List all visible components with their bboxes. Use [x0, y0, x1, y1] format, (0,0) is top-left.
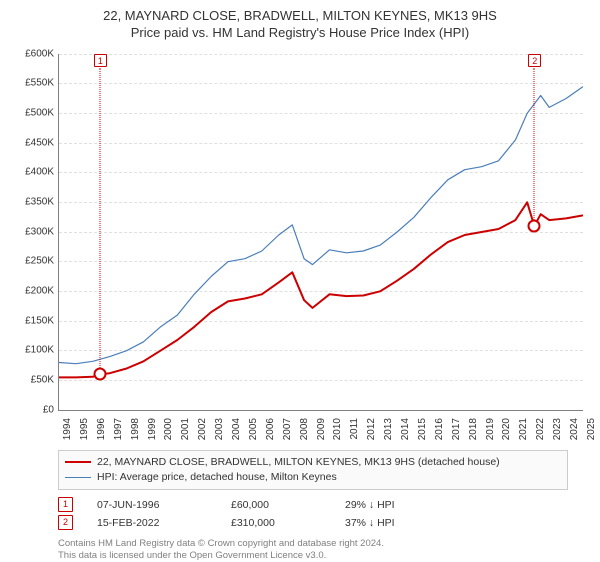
x-tick-label: 2020	[501, 418, 505, 446]
x-tick-label: 2014	[400, 418, 404, 446]
y-tick-label: £600K	[12, 48, 54, 59]
series-svg	[59, 54, 583, 410]
marker-box: 1	[94, 54, 107, 67]
marker-dot	[93, 368, 106, 381]
marker-line	[99, 68, 100, 374]
marker-row: 2 15-FEB-2022 £310,000 37% ↓ HPI	[58, 514, 568, 532]
x-tick-label: 2002	[197, 418, 201, 446]
x-tick-label: 2006	[265, 418, 269, 446]
page: 22, MAYNARD CLOSE, BRADWELL, MILTON KEYN…	[0, 0, 600, 560]
x-tick-label: 1995	[79, 418, 83, 446]
chart: 12 £0£50K£100K£150K£200K£250K£300K£350K£…	[12, 46, 588, 444]
x-tick-label: 1996	[96, 418, 100, 446]
y-tick-label: £450K	[12, 137, 54, 148]
marker-row-id: 2	[58, 515, 73, 530]
legend: 22, MAYNARD CLOSE, BRADWELL, MILTON KEYN…	[58, 450, 568, 490]
x-tick-label: 2021	[518, 418, 522, 446]
x-tick-label: 2015	[417, 418, 421, 446]
marker-row-date: 15-FEB-2022	[97, 517, 207, 529]
x-tick-label: 2004	[231, 418, 235, 446]
y-tick-label: £200K	[12, 286, 54, 297]
x-tick-label: 2025	[586, 418, 590, 446]
x-tick-label: 2009	[316, 418, 320, 446]
marker-table: 1 07-JUN-1996 £60,000 29% ↓ HPI 2 15-FEB-2022…	[58, 496, 568, 532]
x-tick-label: 2018	[468, 418, 472, 446]
x-tick-label: 2016	[434, 418, 438, 446]
legend-row: 22, MAYNARD CLOSE, BRADWELL, MILTON KEYN…	[65, 455, 561, 470]
y-tick-label: £250K	[12, 256, 54, 267]
y-tick-label: £0	[12, 404, 54, 415]
x-tick-label: 2007	[282, 418, 286, 446]
x-tick-label: 2003	[214, 418, 218, 446]
legend-row: HPI: Average price, detached house, Milt…	[65, 470, 561, 485]
marker-row-pct: 29% ↓ HPI	[345, 499, 435, 511]
marker-row-pct: 37% ↓ HPI	[345, 517, 435, 529]
x-tick-label: 1999	[147, 418, 151, 446]
y-tick-label: £300K	[12, 226, 54, 237]
x-tick-label: 2005	[248, 418, 252, 446]
legend-swatch	[65, 477, 91, 478]
x-tick-label: 1997	[113, 418, 117, 446]
x-tick-label: 2008	[299, 418, 303, 446]
marker-row-price: £60,000	[231, 499, 321, 511]
x-tick-label: 2019	[485, 418, 489, 446]
x-tick-label: 1994	[62, 418, 66, 446]
y-tick-label: £350K	[12, 197, 54, 208]
marker-box: 2	[528, 54, 541, 67]
marker-row: 1 07-JUN-1996 £60,000 29% ↓ HPI	[58, 496, 568, 514]
marker-row-date: 07-JUN-1996	[97, 499, 207, 511]
x-tick-label: 2013	[383, 418, 387, 446]
credits-line1: Contains HM Land Registry data © Crown c…	[58, 538, 588, 550]
x-tick-label: 2024	[569, 418, 573, 446]
x-tick-label: 2011	[349, 418, 353, 446]
y-tick-label: £50K	[12, 375, 54, 386]
x-tick-label: 2017	[451, 418, 455, 446]
marker-row-id: 1	[58, 497, 73, 512]
marker-line	[534, 68, 535, 226]
chart-title: 22, MAYNARD CLOSE, BRADWELL, MILTON KEYN…	[12, 8, 588, 42]
credits: Contains HM Land Registry data © Crown c…	[58, 538, 588, 562]
title-line1: 22, MAYNARD CLOSE, BRADWELL, MILTON KEYN…	[12, 8, 588, 25]
x-tick-label: 2000	[163, 418, 167, 446]
y-tick-label: £500K	[12, 108, 54, 119]
marker-row-price: £310,000	[231, 517, 321, 529]
x-tick-label: 2010	[332, 418, 336, 446]
title-line2: Price paid vs. HM Land Registry's House …	[12, 25, 588, 42]
series-price_paid	[59, 202, 583, 377]
y-tick-label: £400K	[12, 167, 54, 178]
legend-label: HPI: Average price, detached house, Milt…	[97, 471, 337, 483]
marker-dot	[528, 219, 541, 232]
x-tick-label: 2001	[180, 418, 184, 446]
x-tick-label: 1998	[130, 418, 134, 446]
legend-label: 22, MAYNARD CLOSE, BRADWELL, MILTON KEYN…	[97, 456, 500, 468]
x-tick-label: 2023	[552, 418, 556, 446]
legend-swatch	[65, 461, 91, 463]
plot-area: 12	[58, 54, 583, 411]
y-tick-label: £150K	[12, 315, 54, 326]
y-tick-label: £100K	[12, 345, 54, 356]
y-tick-label: £550K	[12, 78, 54, 89]
x-tick-label: 2022	[535, 418, 539, 446]
x-tick-label: 2012	[366, 418, 370, 446]
